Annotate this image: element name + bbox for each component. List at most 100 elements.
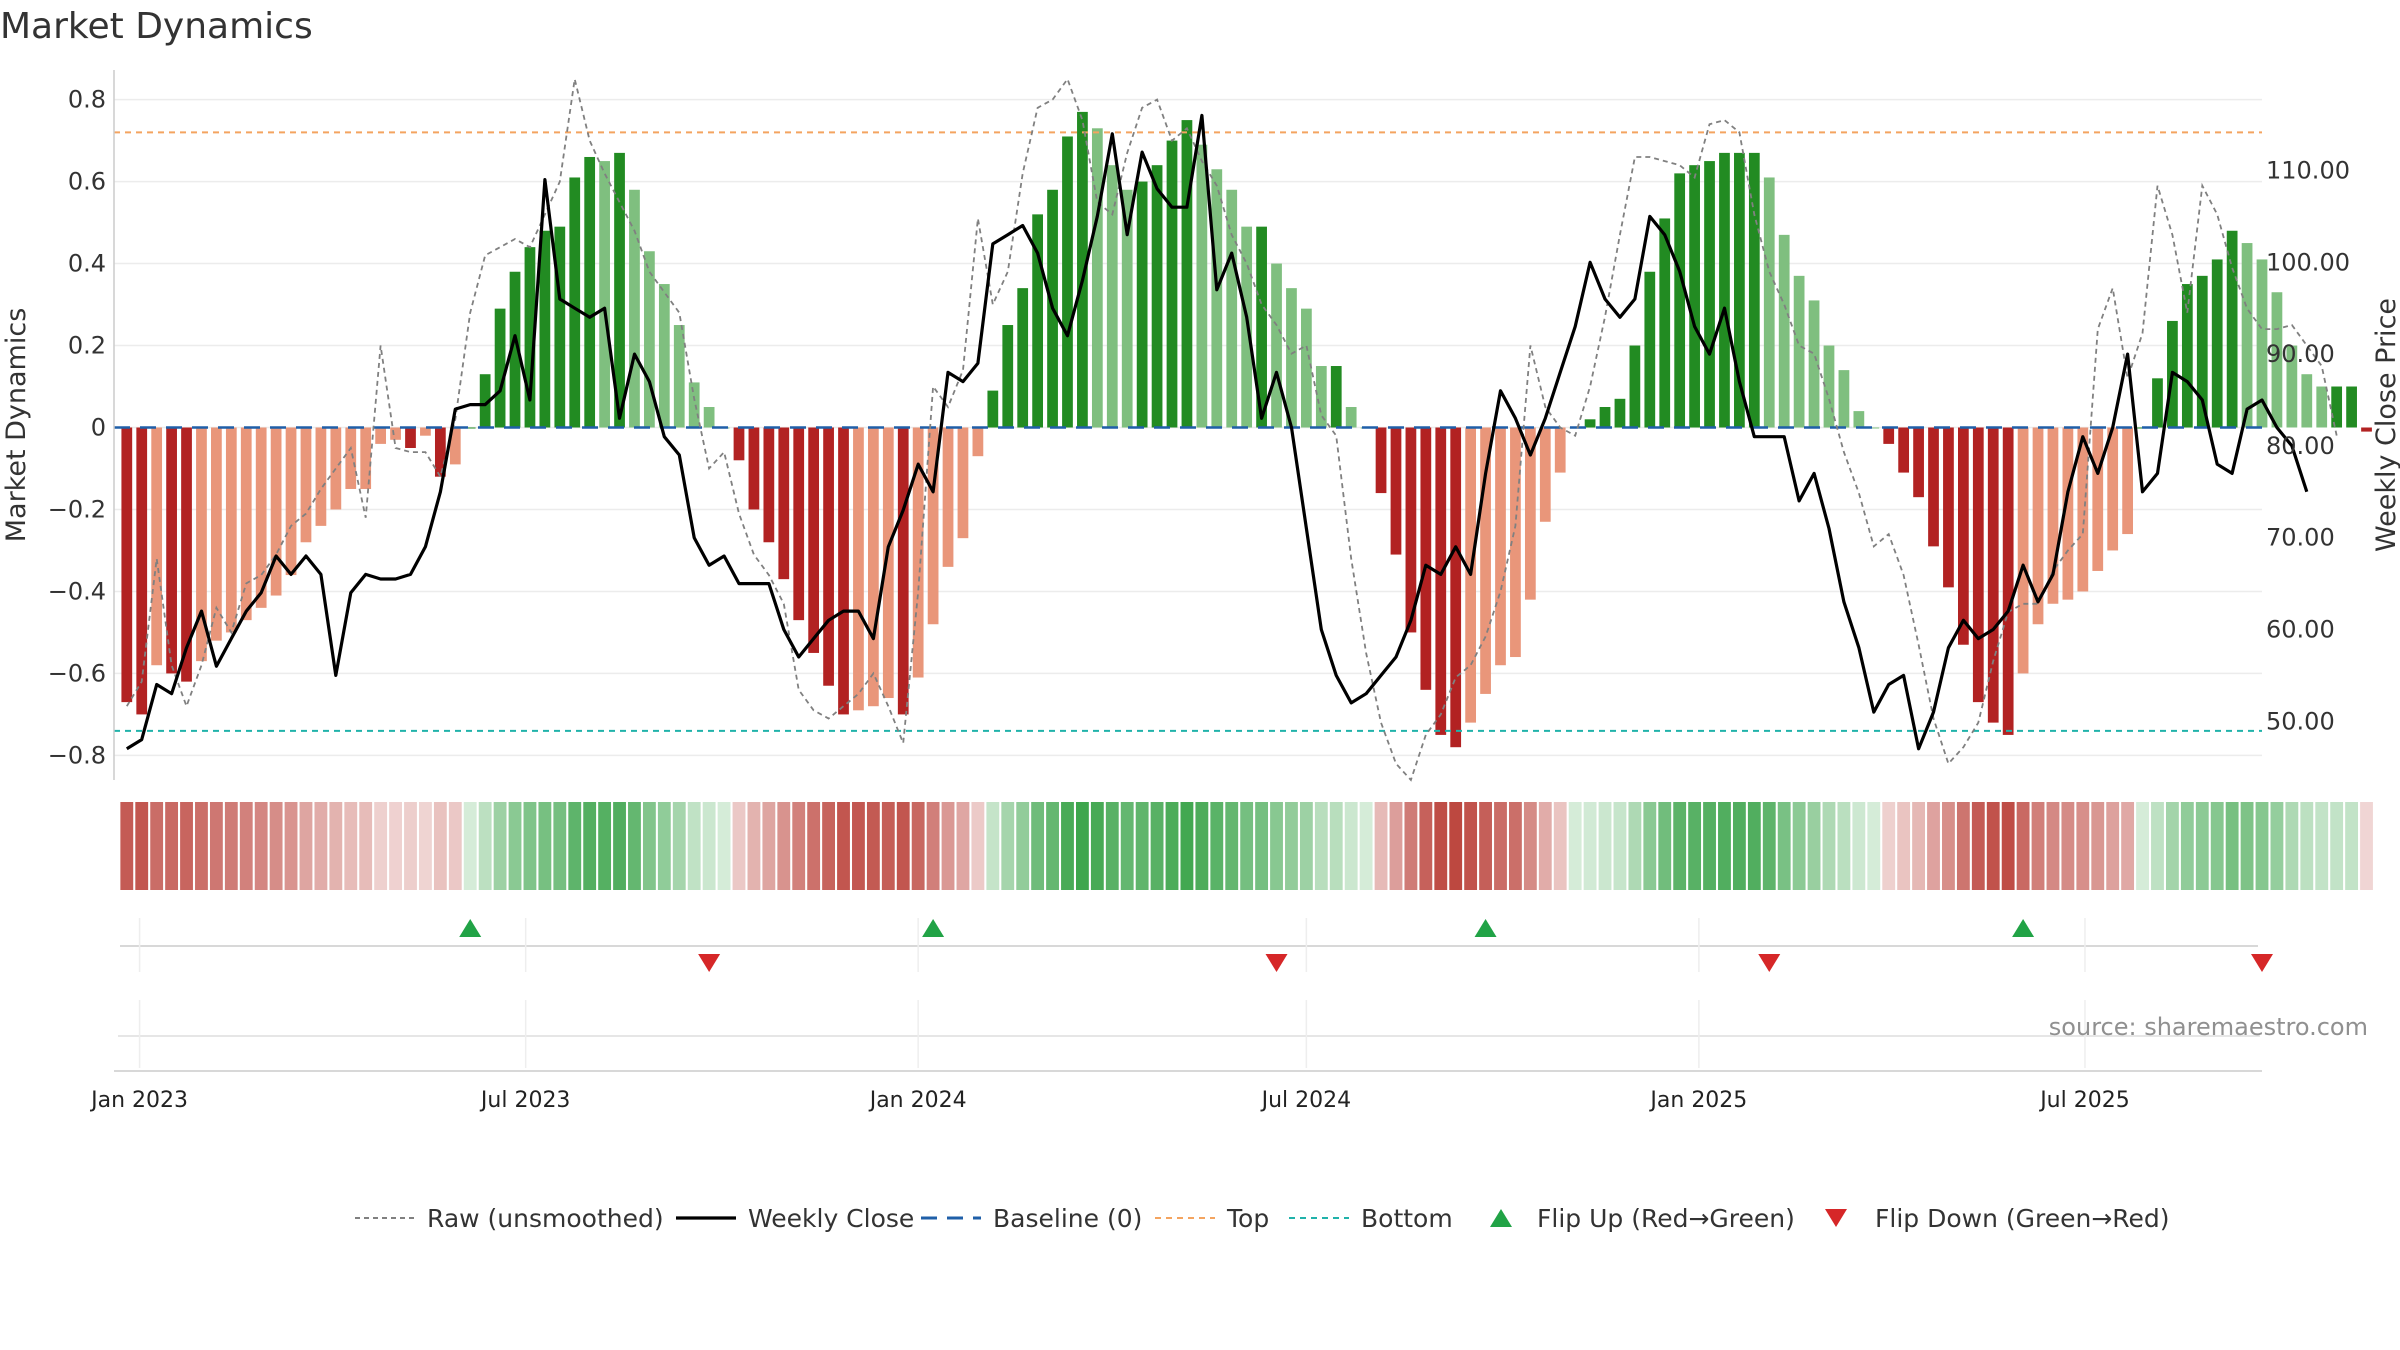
momentum-bar bbox=[808, 427, 820, 653]
momentum-bar bbox=[2181, 284, 2193, 428]
momentum-bar bbox=[494, 308, 506, 428]
regime-strip-cell bbox=[1016, 802, 1030, 890]
regime-strip-cell bbox=[1419, 802, 1433, 890]
regime-strip-cell bbox=[1882, 802, 1896, 890]
momentum-bar bbox=[1808, 300, 1820, 428]
regime-strip-cell bbox=[1240, 802, 1254, 890]
momentum-bar bbox=[644, 251, 655, 428]
regime-strip-cell bbox=[1792, 802, 1806, 890]
regime-strip-cell bbox=[762, 802, 776, 890]
momentum-bar bbox=[1510, 427, 1521, 658]
regime-strip-cell bbox=[2330, 802, 2344, 890]
momentum-bar bbox=[688, 382, 700, 428]
regime-strip-cell bbox=[224, 802, 238, 890]
momentum-bar bbox=[1957, 427, 1969, 645]
regime-strip-cell bbox=[672, 802, 686, 890]
flip-down-marker bbox=[1265, 954, 1288, 972]
legend-label: Baseline (0) bbox=[993, 1204, 1142, 1233]
regime-strip-cell bbox=[1195, 802, 1209, 890]
regime-strip-cell bbox=[1867, 802, 1881, 890]
regime-strip-cell bbox=[1912, 802, 1925, 890]
momentum-bar bbox=[2316, 386, 2328, 428]
regime-strip-cell bbox=[2255, 802, 2269, 890]
regime-strip-cell bbox=[1135, 802, 1149, 890]
momentum-bar bbox=[2346, 386, 2357, 428]
momentum-bar bbox=[2077, 427, 2089, 592]
regime-strip-cell bbox=[822, 802, 835, 890]
momentum-bar bbox=[1748, 152, 1760, 428]
legend-label: Raw (unsmoothed) bbox=[427, 1204, 664, 1233]
regime-strip-cell bbox=[389, 802, 402, 890]
x-tick-label: Jul 2024 bbox=[1260, 1088, 1352, 1113]
regime-strip-cell bbox=[2270, 802, 2284, 890]
momentum-bar bbox=[464, 427, 476, 429]
regime-strip-cell bbox=[1732, 802, 1746, 890]
legend-flip-up-swatch bbox=[1490, 1209, 1512, 1227]
regime-strip-cell bbox=[1344, 802, 1358, 890]
regime-strip-cell bbox=[1703, 802, 1716, 890]
regime-strip-cell bbox=[1628, 802, 1642, 890]
regime-strip-cell bbox=[1299, 802, 1313, 890]
regime-strip-cell bbox=[1329, 802, 1343, 890]
momentum-bar bbox=[1405, 427, 1417, 633]
regime-strip-cell bbox=[1523, 802, 1537, 890]
momentum-bar bbox=[2122, 427, 2133, 535]
regime-strip-cell bbox=[269, 802, 283, 890]
momentum-bar bbox=[748, 427, 760, 510]
momentum-bar bbox=[2301, 374, 2313, 428]
x-tick-label: Jan 2024 bbox=[868, 1088, 967, 1113]
momentum-bar bbox=[1480, 427, 1491, 694]
momentum-bar bbox=[360, 427, 372, 489]
regime-strip-cell bbox=[1673, 802, 1687, 890]
momentum-bar bbox=[225, 427, 237, 633]
regime-strip-cell bbox=[2076, 802, 2090, 890]
momentum-bar bbox=[957, 427, 969, 539]
momentum-bar bbox=[853, 427, 864, 711]
regime-strip-cell bbox=[1942, 802, 1955, 890]
regime-strip-cell bbox=[1374, 802, 1388, 890]
momentum-bar bbox=[1539, 427, 1551, 522]
momentum-bar bbox=[524, 247, 536, 428]
regime-strip-cell bbox=[777, 802, 791, 890]
regime-strip-cell bbox=[314, 802, 328, 890]
regime-strip-cell bbox=[2315, 802, 2329, 890]
regime-strip-cell bbox=[1046, 802, 1059, 890]
momentum-bar bbox=[405, 427, 416, 448]
legend: Raw (unsmoothed) Weekly Close Baseline (0)… bbox=[355, 1204, 2170, 1233]
regime-strip-cell bbox=[2225, 802, 2239, 890]
regime-strip-cell bbox=[254, 802, 268, 890]
momentum-bar bbox=[629, 189, 640, 428]
legend-label: Flip Down (Green→Red) bbox=[1875, 1204, 2170, 1233]
momentum-bar bbox=[942, 427, 954, 567]
regime-strip-cell bbox=[284, 802, 298, 890]
regime-strip-cell bbox=[478, 802, 492, 890]
regime-strip-cell bbox=[1225, 802, 1239, 890]
momentum-bar bbox=[673, 325, 685, 428]
regime-strip-cell bbox=[538, 802, 552, 890]
regime-strip-cell bbox=[404, 802, 417, 890]
momentum-bar bbox=[1256, 226, 1267, 428]
regime-strip-cell bbox=[299, 802, 313, 890]
momentum-bar bbox=[1091, 128, 1103, 428]
regime-strip-cell bbox=[1061, 802, 1074, 890]
momentum-bar bbox=[1554, 427, 1566, 473]
regime-strip-cell bbox=[732, 802, 746, 890]
momentum-bar bbox=[1151, 165, 1163, 428]
momentum-bar bbox=[1301, 308, 1312, 428]
momentum-bar bbox=[1913, 427, 1924, 498]
momentum-bar bbox=[569, 177, 581, 428]
regime-strip-cell bbox=[359, 802, 373, 890]
momentum-bar bbox=[270, 427, 282, 596]
momentum-bar bbox=[1196, 144, 1208, 428]
regime-strip-cell bbox=[1583, 802, 1597, 890]
momentum-bar bbox=[1793, 275, 1805, 428]
regime-strip-cell bbox=[150, 802, 164, 890]
momentum-bar bbox=[1121, 189, 1133, 428]
momentum-bar bbox=[867, 427, 879, 707]
momentum-bar bbox=[1853, 411, 1865, 428]
momentum-bar bbox=[136, 427, 148, 715]
regime-strip-cell bbox=[2180, 802, 2194, 890]
momentum-bar bbox=[539, 230, 551, 428]
regime-strip-cell bbox=[1927, 802, 1940, 890]
